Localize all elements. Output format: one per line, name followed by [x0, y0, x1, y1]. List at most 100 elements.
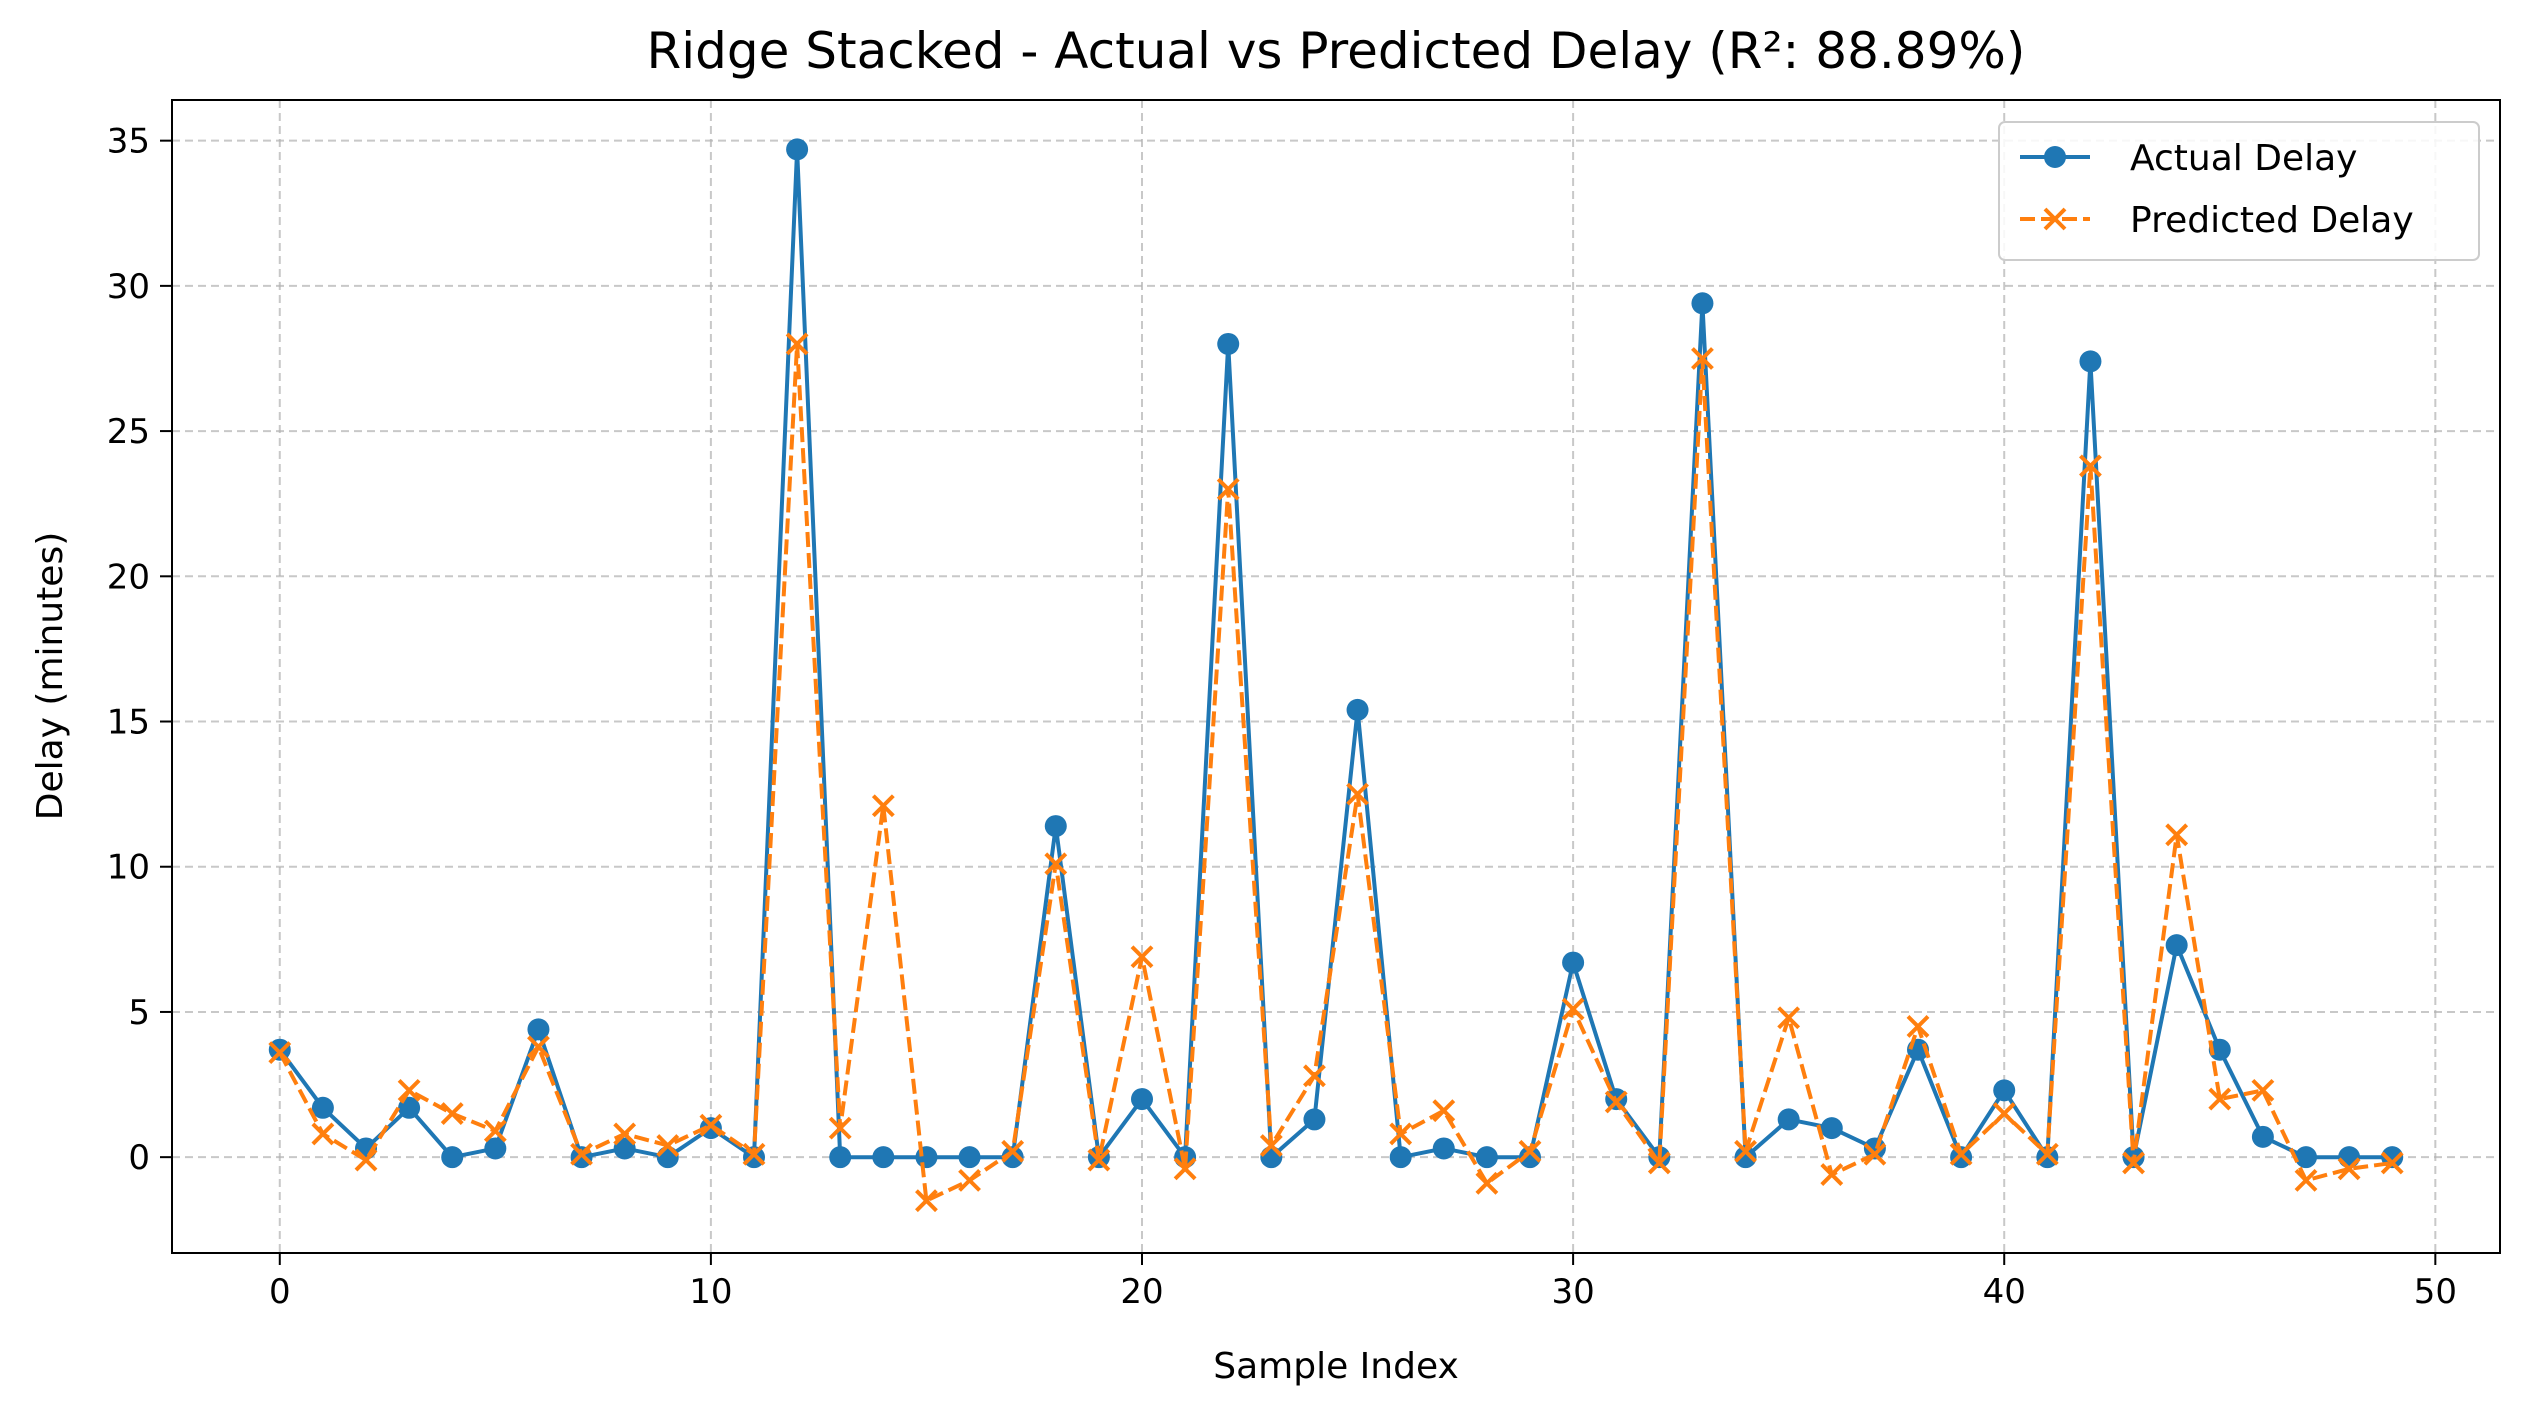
actual-point [2079, 350, 2102, 373]
actual-point [484, 1137, 507, 1160]
predicted-point [1475, 1171, 1499, 1195]
predicted-point [2337, 1157, 2361, 1181]
actual-point [829, 1146, 852, 1169]
predicted-point [871, 794, 895, 818]
predicted-point [1044, 852, 1068, 876]
predicted-point [2251, 1078, 2275, 1102]
actual-point [311, 1096, 334, 1119]
axis-ticks: 0 10 20 30 40 50 0 5 10 15 20 25 30 35 [107, 122, 2457, 1312]
y-axis-label: Delay (minutes) [30, 532, 71, 821]
legend: Actual Delay Predicted Delay [1998, 121, 2480, 261]
predicted-point [268, 1041, 292, 1065]
predicted-point [1734, 1139, 1757, 1163]
predicted-point [1001, 1139, 1025, 1163]
predicted-point [656, 1134, 680, 1157]
x-tick-label: 30 [1551, 1272, 1594, 1312]
predicted-point [1346, 782, 1369, 806]
actual-point [699, 1117, 722, 1140]
y-tick-label: 5 [128, 993, 150, 1033]
series-line-predicted [278, 342, 2393, 1203]
predicted-point [1992, 1102, 2016, 1126]
actual-point [1475, 1146, 1498, 1169]
actual-point [2251, 1125, 2274, 1148]
legend-marker-predicted [2043, 207, 2067, 231]
actual-point [1346, 698, 1369, 721]
predicted-point [1604, 1090, 1628, 1114]
actual-point [1217, 332, 1240, 355]
predicted-point [311, 1122, 335, 1146]
predicted-point [742, 1142, 766, 1166]
actual-point [2208, 1038, 2231, 1061]
predicted-point [2122, 1151, 2145, 1175]
actual-point [786, 138, 809, 161]
predicted-point [2079, 454, 2102, 478]
predicted-point [483, 1119, 507, 1143]
predicted-point [1518, 1139, 1542, 1163]
predicted-point [1087, 1148, 1111, 1172]
actual-point [872, 1146, 895, 1169]
series-layer [268, 138, 2404, 1213]
actual-point [1950, 1146, 1973, 1169]
y-tick-label: 35 [107, 122, 150, 162]
actual-point [1519, 1146, 1541, 1169]
actual-point [958, 1146, 981, 1169]
predicted-point [397, 1078, 421, 1102]
actual-point [1691, 292, 1714, 315]
actual-point [2295, 1146, 2317, 1169]
predicted-point [1303, 1064, 1326, 1088]
actual-point [1820, 1117, 1843, 1140]
actual-point [1777, 1108, 1800, 1131]
x-tick-label: 20 [1120, 1272, 1163, 1312]
actual-point [2338, 1146, 2361, 1169]
actual-point [915, 1146, 938, 1169]
predicted-point [1173, 1157, 1197, 1181]
y-tick-label: 30 [107, 267, 150, 307]
predicted-point [1389, 1122, 1413, 1146]
actual-point [1001, 1146, 1024, 1169]
predicted-point [440, 1102, 464, 1126]
legend-label-actual: Actual Delay [2130, 138, 2357, 179]
legend-box [1998, 121, 2480, 261]
predicted-point [1432, 1099, 1456, 1123]
predicted-point [2165, 823, 2189, 847]
predicted-point [2380, 1151, 2404, 1175]
x-axis-label: Sample Index [1213, 1346, 1459, 1387]
actual-point [1389, 1146, 1412, 1169]
predicted-point [1216, 477, 1240, 501]
grid [172, 100, 2500, 1253]
actual-point [1303, 1108, 1326, 1131]
predicted-point [1647, 1151, 1671, 1175]
actual-point [1993, 1079, 2016, 1102]
actual-point [2165, 934, 2188, 957]
actual-point [613, 1137, 636, 1160]
actual-point [1562, 951, 1585, 974]
predicted-point [1691, 347, 1714, 370]
predicted-point [2208, 1087, 2232, 1111]
predicted-point [354, 1148, 378, 1172]
x-tick-label: 0 [269, 1272, 291, 1312]
predicted-point [613, 1122, 637, 1146]
predicted-point [527, 1035, 550, 1059]
predicted-point [915, 1189, 938, 1213]
y-tick-label: 15 [107, 703, 150, 743]
predicted-point [570, 1142, 593, 1166]
predicted-point [828, 1116, 852, 1140]
predicted-point [2294, 1168, 2318, 1192]
actual-point [441, 1146, 464, 1169]
actual-point [268, 1038, 291, 1061]
legend-marker-actual [2044, 146, 2066, 168]
predicted-point [699, 1113, 723, 1137]
y-tick-label: 20 [107, 557, 150, 597]
y-tick-label: 0 [128, 1138, 150, 1178]
predicted-point [1863, 1142, 1887, 1166]
x-tick-label: 50 [2414, 1272, 2457, 1312]
predicted-point [1906, 1015, 1930, 1038]
predicted-point [1561, 997, 1585, 1021]
predicted-point [1777, 1006, 1801, 1030]
predicted-point [785, 332, 809, 356]
actual-point [1131, 1088, 1153, 1111]
actual-point [1260, 1146, 1283, 1169]
predicted-point [1820, 1163, 1844, 1186]
predicted-point [958, 1168, 981, 1192]
